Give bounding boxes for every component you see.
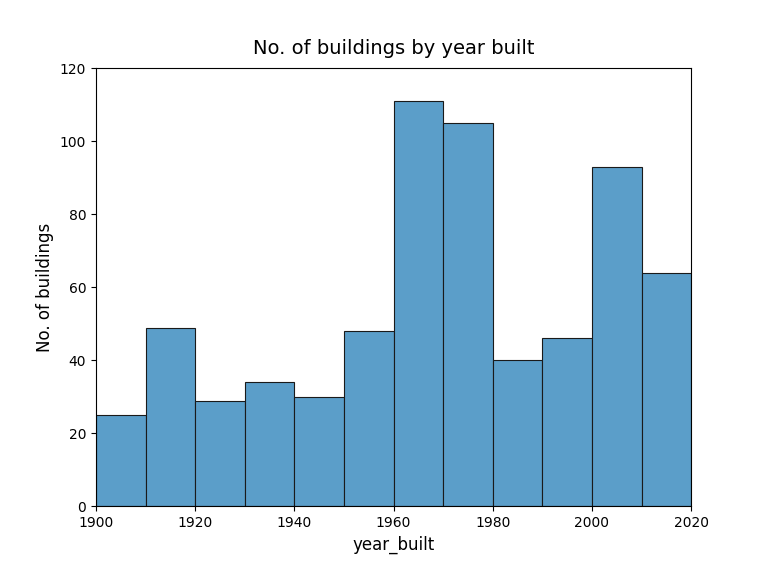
Bar bbox=[294, 397, 344, 506]
Bar bbox=[493, 360, 542, 506]
Bar bbox=[592, 167, 641, 506]
Bar bbox=[393, 101, 443, 506]
Bar bbox=[443, 123, 493, 506]
Bar bbox=[245, 382, 294, 506]
Bar bbox=[641, 273, 691, 506]
Bar bbox=[542, 339, 592, 506]
Bar bbox=[195, 401, 245, 506]
Bar bbox=[344, 331, 393, 506]
X-axis label: year_built: year_built bbox=[353, 535, 435, 554]
Title: No. of buildings by year built: No. of buildings by year built bbox=[253, 39, 535, 59]
Bar bbox=[146, 328, 195, 506]
Bar bbox=[96, 415, 146, 506]
Y-axis label: No. of buildings: No. of buildings bbox=[36, 222, 55, 352]
